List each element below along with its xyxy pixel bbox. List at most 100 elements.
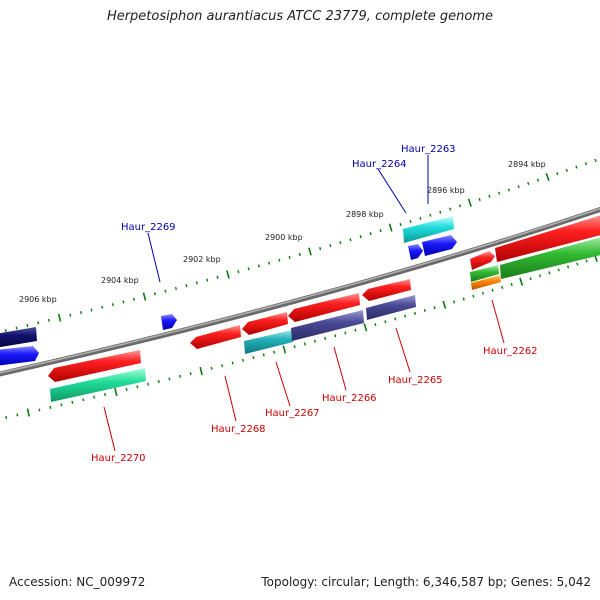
minor-tick: [566, 169, 567, 172]
major-tick: [520, 278, 522, 286]
minor-tick: [207, 279, 208, 282]
minor-tick: [375, 323, 376, 326]
minor-tick: [420, 217, 421, 220]
minor-tick: [259, 265, 260, 268]
minor-tick: [91, 309, 92, 312]
gene-haur-2269[interactable]: [161, 314, 177, 330]
minor-tick: [155, 293, 156, 296]
gene-haur-2264[interactable]: [408, 244, 423, 260]
minor-tick: [405, 315, 406, 318]
gene-label-haur-2266[interactable]: Haur_2266: [322, 393, 377, 404]
minor-tick: [70, 314, 71, 317]
minor-tick: [558, 269, 559, 272]
minor-tick: [540, 275, 541, 278]
minor-tick: [176, 287, 177, 290]
minor-tick: [315, 340, 316, 343]
gene-label-haur-2263[interactable]: Haur_2263: [401, 144, 456, 155]
gene-label-haur-2264[interactable]: Haur_2264: [352, 159, 407, 170]
minor-tick: [253, 356, 254, 359]
major-tick: [309, 248, 311, 256]
minor-tick: [530, 277, 531, 280]
minor-tick: [410, 220, 411, 223]
major-tick: [144, 293, 146, 301]
gene-label-haur-2267[interactable]: Haur_2267: [265, 408, 320, 419]
minor-tick: [415, 312, 416, 315]
reverse-gene-labels: Haur_2270 Haur_2268 Haur_2267 Haur_2266 …: [91, 346, 538, 464]
minor-tick: [27, 324, 28, 327]
minor-tick: [211, 367, 212, 370]
minor-tick: [61, 404, 62, 407]
minor-tick: [430, 214, 431, 217]
minor-tick: [123, 301, 124, 304]
minor-tick: [440, 211, 441, 214]
minor-tick: [305, 343, 306, 346]
minor-tick: [165, 290, 166, 293]
minor-tick: [385, 320, 386, 323]
minor-tick: [518, 185, 519, 188]
minor-tick: [16, 327, 17, 330]
gene-label-haur-2269[interactable]: Haur_2269: [121, 222, 176, 233]
minor-tick: [180, 375, 181, 378]
minor-tick: [483, 292, 484, 295]
minor-tick: [450, 208, 451, 211]
minor-tick: [217, 276, 218, 279]
minor-tick: [269, 262, 270, 265]
minor-tick: [454, 301, 455, 304]
reverse-strand-genes: [48, 236, 600, 402]
minor-tick: [345, 332, 346, 335]
minor-tick: [576, 166, 577, 169]
minor-tick: [94, 396, 95, 399]
minor-tick: [126, 388, 127, 391]
minor-tick: [340, 241, 341, 244]
minor-tick: [190, 372, 191, 375]
major-tick: [390, 224, 392, 232]
gene-haur-2263[interactable]: [422, 235, 457, 256]
gene-blue-partial[interactable]: [0, 346, 39, 366]
minor-tick: [400, 223, 401, 226]
minor-tick: [355, 329, 356, 332]
minor-tick: [489, 195, 490, 198]
minor-tick: [549, 272, 550, 275]
major-tick: [469, 199, 472, 207]
minor-tick: [586, 260, 587, 263]
forward-gene-labels: Haur_2269 Haur_2264 Haur_2263: [121, 144, 456, 233]
genome-map: 2906 kbp 2904 kbp 2902 kbp 2900 kbp 2898…: [0, 0, 600, 600]
minor-tick: [72, 401, 73, 404]
gene-label-haur-2270[interactable]: Haur_2270: [91, 453, 146, 464]
gene-label-haur-2268[interactable]: Haur_2268: [211, 424, 266, 435]
minor-tick: [299, 253, 300, 256]
major-tick: [227, 271, 229, 279]
minor-tick: [17, 414, 18, 417]
minor-tick: [330, 244, 331, 247]
minor-tick: [528, 182, 529, 185]
minor-tick: [294, 345, 295, 348]
minor-tick: [243, 359, 244, 362]
minor-tick: [6, 416, 7, 419]
minor-tick: [325, 337, 326, 340]
minor-tick: [350, 238, 351, 241]
minor-tick: [434, 306, 435, 309]
minor-tick: [380, 229, 381, 232]
minor-tick: [508, 189, 509, 192]
major-tick: [200, 367, 202, 375]
minor-tick: [81, 311, 82, 314]
minor-tick: [38, 322, 39, 325]
minor-tick: [289, 256, 290, 259]
minor-tick: [49, 319, 50, 322]
minor-tick: [463, 298, 464, 301]
minor-tick: [102, 306, 103, 309]
minor-tick: [460, 205, 461, 208]
scale-label: 2898 kbp: [346, 210, 384, 219]
gene-label-haur-2262[interactable]: Haur_2262: [483, 346, 538, 357]
gene-label-haur-2265[interactable]: Haur_2265: [388, 375, 443, 386]
minor-tick: [238, 270, 239, 273]
major-tick: [283, 346, 285, 354]
minor-tick: [113, 303, 114, 306]
minor-tick: [360, 235, 361, 238]
minor-tick: [274, 351, 275, 354]
scale-label: 2906 kbp: [19, 295, 57, 304]
minor-tick: [502, 286, 503, 289]
minor-tick: [557, 172, 558, 175]
major-tick: [364, 324, 366, 332]
genome-map-view: Herpetosiphon aurantiacus ATCC 23779, co…: [0, 0, 600, 600]
